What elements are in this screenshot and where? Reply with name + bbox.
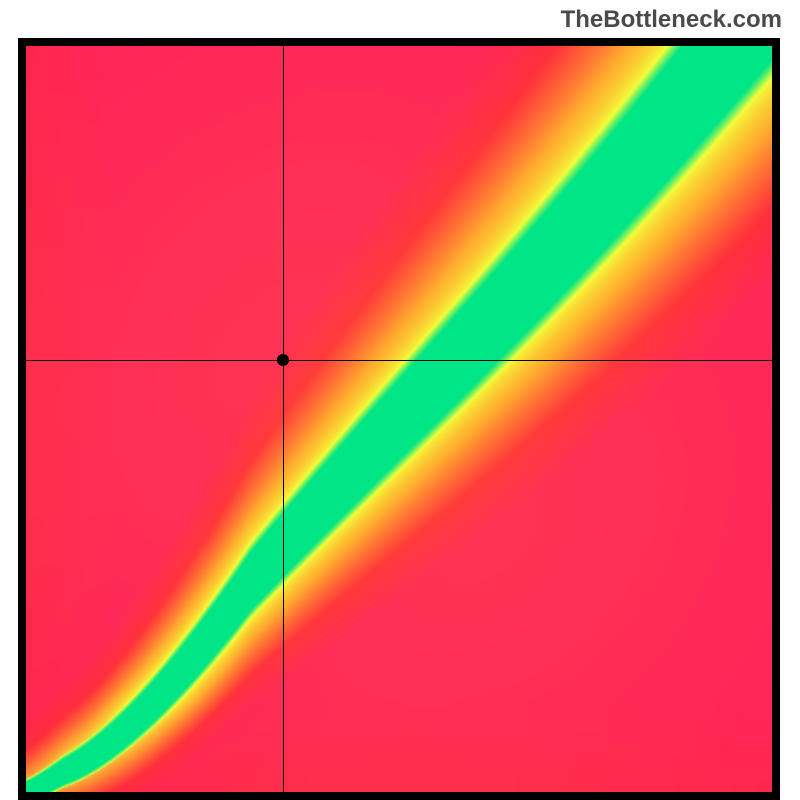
crosshair-horizontal <box>26 360 772 361</box>
crosshair-marker <box>277 354 289 366</box>
heatmap-canvas <box>26 46 772 792</box>
heatmap-frame <box>18 38 780 800</box>
watermark-text: TheBottleneck.com <box>561 6 782 34</box>
crosshair-vertical <box>283 46 284 792</box>
chart-container: TheBottleneck.com <box>0 0 800 800</box>
